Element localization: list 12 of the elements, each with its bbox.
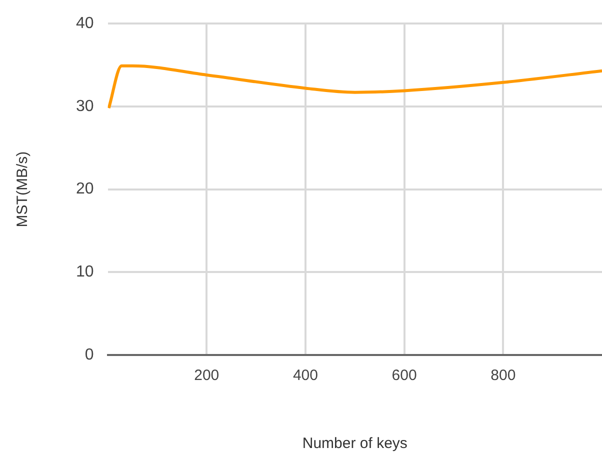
y-tick-label: 30 [76, 98, 94, 115]
x-tick-label: 800 [490, 367, 516, 384]
x-tick-label: 200 [194, 367, 220, 384]
y-tick-label: 20 [76, 180, 94, 198]
x-tick-label: 600 [392, 367, 417, 384]
y-axis-title: MST(MB/s) [14, 151, 32, 228]
y-tick-label: 40 [76, 15, 94, 32]
x-tick-label: 400 [292, 367, 318, 384]
line-series [108, 64, 602, 110]
y-tick-label: 0 [84, 346, 94, 364]
y-tick-label: 10 [76, 264, 94, 281]
x-axis-title: Number of keys [302, 435, 408, 452]
